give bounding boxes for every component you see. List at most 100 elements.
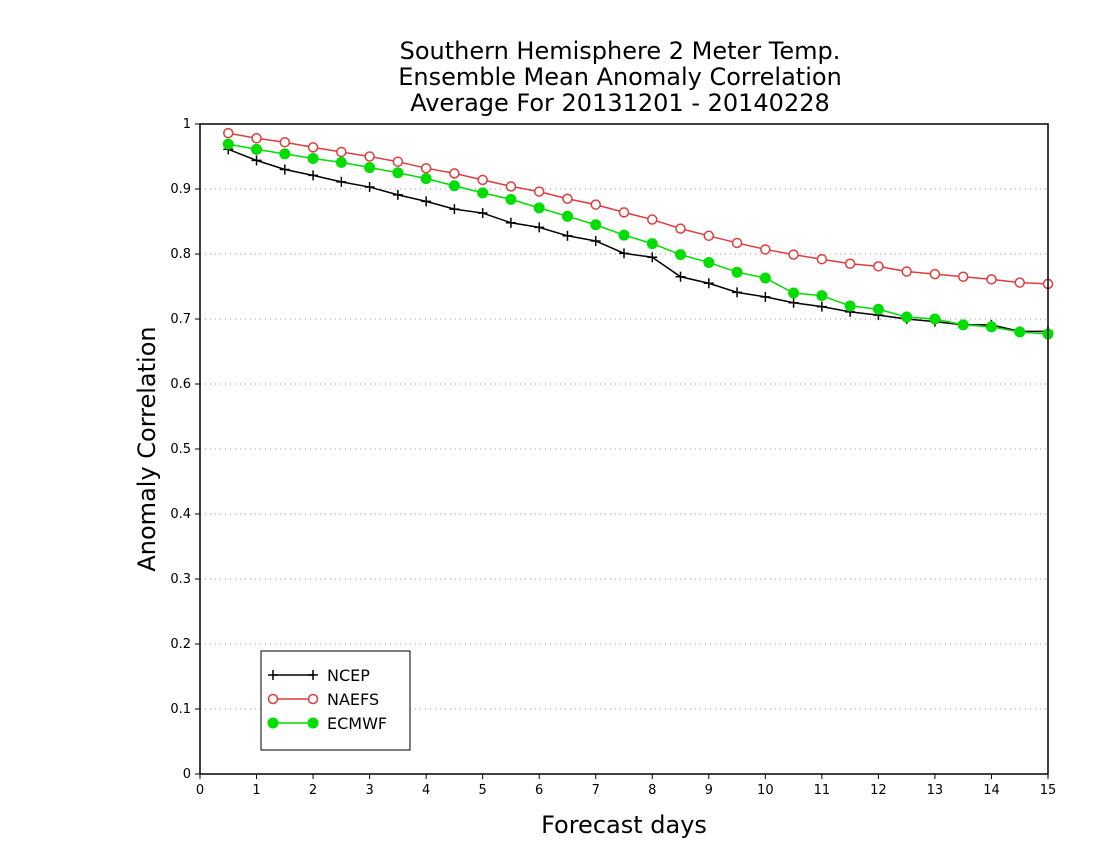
y-tick-label: 1 (183, 117, 191, 132)
naefs-point (788, 249, 799, 260)
x-axis-title: Forecast days (541, 811, 707, 839)
legend-label-ecmwf: ECMWF (327, 714, 387, 733)
series-naefs (223, 127, 1054, 290)
naefs-point (901, 266, 912, 277)
ncep-point (449, 204, 460, 215)
naefs-point (223, 127, 234, 139)
ecmwf-point (816, 290, 828, 302)
y-tick-label: 0.1 (170, 702, 191, 717)
title-line-1: Southern Hemisphere 2 Meter Temp. (399, 37, 841, 65)
ecmwf-point (251, 143, 263, 155)
series-ecmwf (222, 138, 1054, 340)
y-tick-label: 0.6 (170, 377, 191, 392)
naefs-point (279, 136, 291, 148)
legend-marker (267, 717, 279, 729)
ecmwf-point (448, 180, 460, 192)
y-tick-label: 0.8 (170, 247, 191, 262)
ncep-point (619, 248, 629, 259)
naefs-line (228, 132, 1049, 285)
ncep-point (703, 278, 714, 289)
ncep-point (647, 252, 658, 263)
ecmwf-point (505, 193, 517, 205)
ecmwf-point (618, 229, 630, 241)
title-line-3: Average For 20131201 - 20140228 (410, 89, 830, 117)
ecmwf-point (646, 238, 658, 250)
x-tick-label: 6 (535, 783, 543, 798)
ecmwf-point (392, 167, 404, 179)
y-tick-label: 0 (183, 767, 191, 782)
ncep-point (308, 170, 319, 181)
ncep-point (421, 196, 432, 207)
legend-box (260, 650, 411, 751)
ncep-point (760, 291, 771, 302)
x-tick-label: 2 (309, 783, 317, 798)
ecmwf-point (731, 266, 743, 278)
legend-item-naefs: NAEFS (267, 690, 379, 709)
ecmwf-point (335, 156, 347, 168)
naefs-point (336, 146, 347, 158)
ecmwf-point (929, 313, 941, 325)
naefs-point (675, 223, 686, 234)
series-layer (222, 127, 1054, 340)
x-tick-label: 15 (1040, 783, 1057, 798)
ecmwf-point (533, 202, 545, 214)
ncep-point (788, 297, 799, 308)
ncep-point (590, 236, 601, 246)
x-tick-label: 1 (252, 783, 260, 798)
naefs-point (505, 181, 517, 192)
ncep-point (336, 176, 347, 187)
title-line-2: Ensemble Mean Anomaly Correlation (398, 63, 842, 91)
ecmwf-point (957, 319, 969, 331)
ncep-point (505, 217, 516, 228)
y-tick-label: 0.9 (170, 182, 191, 197)
ecmwf-point (759, 272, 771, 284)
y-tick-label: 0.5 (170, 442, 191, 457)
ecmwf-point (1014, 326, 1026, 338)
naefs-point (307, 142, 319, 153)
legend-marker (307, 693, 319, 705)
x-tick-label: 9 (705, 783, 713, 798)
x-tick-label: 13 (927, 783, 944, 798)
naefs-point (1014, 277, 1025, 288)
naefs-point (703, 230, 715, 242)
plot-frame (199, 123, 1049, 775)
y-tick-label: 0.7 (170, 312, 191, 327)
x-tick-label: 5 (479, 783, 487, 798)
ecmwf-point (222, 138, 234, 150)
ecmwf-point (872, 303, 884, 315)
ecmwf-point (364, 162, 376, 174)
ncep-point (675, 271, 686, 282)
x-tick-label: 7 (592, 783, 600, 798)
naefs-point (251, 133, 262, 144)
ecmwf-point (307, 152, 319, 164)
series-ncep (223, 144, 1053, 337)
naefs-point (364, 151, 375, 162)
legend-marker (308, 670, 318, 680)
chart-title: Southern Hemisphere 2 Meter Temp. Ensemb… (300, 38, 940, 116)
ecmwf-point (788, 287, 800, 299)
legend-item-ecmwf: ECMWF (267, 714, 387, 733)
ncep-point (251, 155, 262, 166)
legend-label-naefs: NAEFS (327, 690, 379, 709)
naefs-point (618, 207, 630, 218)
naefs-point (392, 156, 404, 167)
naefs-point (816, 253, 828, 265)
naefs-point (844, 258, 856, 269)
ncep-point (534, 222, 545, 233)
x-tick-label: 12 (870, 783, 887, 798)
naefs-point (647, 214, 658, 225)
axes: 00.10.20.30.40.50.60.70.80.910 1 2 3 4 5 6 7 8 9 1… (170, 117, 1056, 798)
naefs-point (449, 168, 460, 179)
ncep-point (477, 208, 488, 219)
ecmwf-point (420, 173, 432, 185)
x-tick-label: 3 (365, 783, 373, 798)
ncep-point (732, 287, 743, 298)
naefs-point (477, 174, 488, 186)
ncep-point (392, 189, 403, 200)
ecmwf-point (590, 219, 602, 231)
naefs-point (929, 268, 941, 280)
legend-marker (267, 693, 279, 705)
ncep-point (816, 301, 827, 312)
ecmwf-point (844, 300, 856, 312)
